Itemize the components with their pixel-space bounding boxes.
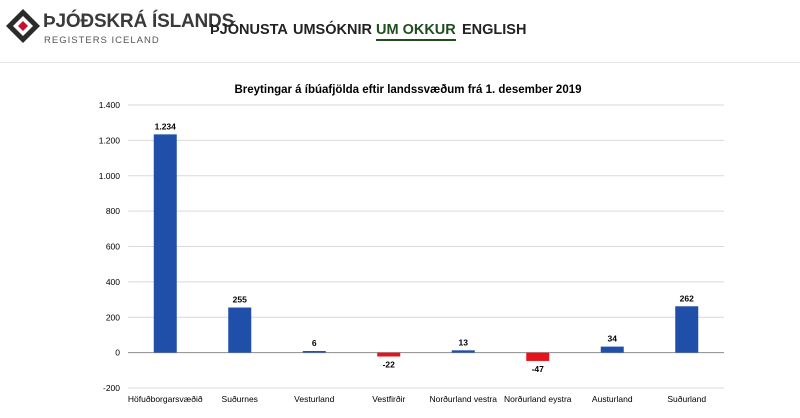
data-label: 13 [459, 337, 469, 347]
registers-iceland-logo-icon[interactable] [4, 6, 42, 48]
content-area [0, 63, 800, 418]
bar-vestfirðir [377, 352, 401, 357]
bar-austurland [600, 346, 624, 353]
y-tick-label: 400 [106, 277, 120, 287]
logo-subtitle: REGISTERS ICELAND [44, 35, 160, 46]
bar-norðurland-vestra [451, 350, 475, 353]
logo-title[interactable]: ÞJÓÐSKRÁ ÍSLANDS [43, 11, 235, 32]
data-label: 262 [680, 293, 694, 303]
population-change-chart: Breytingar á íbúafjölda eftir landssvæðu… [99, 84, 724, 404]
nav-item-um-okkur[interactable]: UM OKKUR [376, 22, 456, 41]
x-tick-label: Austurland [592, 394, 633, 404]
site-header: ÞJÓÐSKRÁ ÍSLANDS REGISTERS ICELAND ÞJÓNU… [0, 0, 800, 63]
data-label: -47 [532, 364, 545, 374]
bar-vesturland [302, 351, 326, 353]
nav-item-english[interactable]: ENGLISH [462, 22, 527, 38]
data-label: 34 [608, 334, 618, 344]
x-tick-label: Vesturland [294, 394, 334, 404]
data-label: 255 [233, 295, 247, 305]
y-tick-label: 200 [106, 312, 120, 322]
y-tick-label: 1.200 [99, 135, 121, 145]
x-axis-ticks: Höfuðborgarsvæðið Suðurnes Vesturland Vestf… [128, 394, 706, 404]
y-tick-label: 0 [115, 348, 120, 358]
chart-data-labels: 1.234 255 6 -22 13 -47 34 262 [155, 121, 695, 374]
bar-suðurnes [228, 307, 252, 353]
nav-item-thjonusta[interactable]: ÞJÓNUSTA [210, 22, 288, 38]
x-tick-label: Norðurland eystra [504, 394, 572, 404]
y-tick-label: 800 [106, 206, 120, 216]
x-tick-label: Suðurnes [222, 394, 258, 404]
y-tick-label: 600 [106, 242, 120, 252]
bar-höfuðborgarsvæðið [153, 134, 177, 353]
bar-suðurland [675, 306, 699, 353]
data-label: -22 [383, 360, 396, 370]
nav-item-umsoknir[interactable]: UMSÓKNIR [293, 22, 372, 38]
x-tick-label: Norðurland vestra [429, 394, 497, 404]
chart-grid [128, 104, 724, 389]
data-label: 1.234 [155, 121, 177, 131]
bar-norðurland-eystra [526, 352, 550, 361]
x-tick-label: Suðurland [667, 394, 706, 404]
x-tick-label: Höfuðborgarsvæðið [128, 394, 203, 404]
y-tick-label: -200 [103, 383, 120, 393]
y-tick-label: 1.000 [99, 171, 121, 181]
x-tick-label: Vestfirðir [372, 394, 405, 404]
chart-bars [153, 134, 699, 361]
chart-title: Breytingar á íbúafjölda eftir landssvæðu… [234, 84, 581, 96]
y-tick-label: 1.400 [99, 100, 121, 110]
y-axis-ticks: -200 0 200 400 600 800 1.000 1.200 1.400 [99, 100, 121, 393]
data-label: 6 [312, 338, 317, 348]
